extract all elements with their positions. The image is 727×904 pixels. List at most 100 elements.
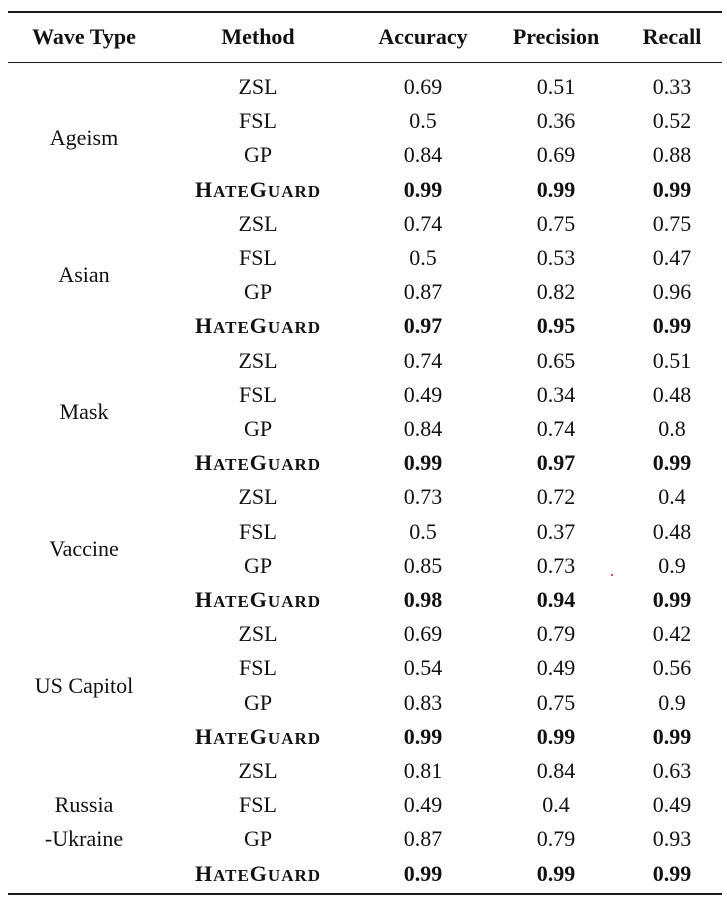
accuracy-cell: 0.97: [403, 313, 443, 339]
recall-cell: 0.4: [658, 484, 686, 510]
method-cell: GP: [243, 552, 273, 578]
accuracy-cell: 0.49: [403, 381, 443, 407]
precision-cell: 0.82: [536, 279, 576, 305]
col-accuracy-header: Accuracy: [378, 24, 468, 49]
accuracy-cell: 0.85: [403, 552, 443, 578]
precision-cell: 0.95: [536, 313, 576, 339]
accuracy-cell: 0.74: [403, 347, 443, 373]
method-cell: ZSL: [238, 74, 278, 99]
precision-cell: 0.94: [536, 587, 576, 612]
method-small-caps: UARD: [267, 455, 322, 475]
method-cap-letter: H: [194, 450, 214, 476]
recall-cell: 0.99: [652, 587, 692, 612]
recall-cell: 0.99: [652, 176, 692, 202]
wave-type-label: Ageism: [49, 125, 119, 151]
method-small-caps: ATE: [213, 181, 250, 201]
method-small-caps: ATE: [213, 865, 250, 885]
method-cell: FSL: [239, 381, 277, 407]
method-cell: GP: [243, 689, 273, 715]
precision-cell: 0.99: [536, 860, 576, 886]
method-cell: ZSL: [238, 484, 278, 510]
precision-cell: 0.53: [536, 245, 576, 270]
accuracy-cell: 0.81: [403, 758, 443, 783]
method-small-caps: UARD: [267, 592, 322, 611]
accuracy-cell: 0.69: [403, 74, 443, 99]
recall-cell: 0.99: [652, 313, 692, 339]
precision-cell: 0.99: [536, 723, 576, 749]
bottom-rule: [8, 893, 722, 895]
method-small-caps: UARD: [267, 318, 322, 338]
accuracy-cell: 0.73: [403, 484, 443, 510]
wave-type-label-line: Russia: [54, 792, 114, 818]
recall-cell: 0.52: [652, 108, 692, 134]
recall-cell: 0.99: [652, 723, 692, 749]
method-cell: HATEGUARD: [194, 176, 321, 202]
method-small-caps: ATE: [213, 728, 250, 748]
recall-cell: 0.48: [652, 381, 692, 407]
precision-cell: 0.49: [536, 655, 576, 681]
method-cell: ZSL: [238, 210, 278, 236]
precision-cell: 0.75: [536, 689, 576, 715]
recall-cell: 0.33: [652, 74, 692, 99]
accuracy-cell: 0.83: [403, 689, 443, 715]
precision-cell: 0.65: [536, 347, 576, 373]
accuracy-cell: 0.87: [403, 279, 443, 305]
accuracy-cell: 0.99: [403, 176, 443, 202]
method-cap-letter: G: [249, 587, 268, 612]
accuracy-cell: 0.99: [403, 723, 443, 749]
method-cap-letter: G: [249, 450, 268, 476]
method-cell: FSL: [239, 108, 277, 134]
wave-type-label: Asian: [58, 262, 110, 288]
accuracy-cell: 0.54: [403, 655, 443, 681]
recall-cell: 0.88: [652, 142, 692, 168]
accuracy-cell: 0.5: [409, 108, 437, 134]
recall-cell: 0.9: [658, 552, 686, 578]
precision-cell: 0.79: [536, 621, 576, 647]
method-cell: ZSL: [238, 758, 278, 783]
method-cell: FSL: [239, 792, 277, 818]
col-wave-type-header: Wave Type: [32, 24, 136, 49]
wave-type-label: Mask: [59, 398, 109, 424]
precision-cell: 0.73: [536, 552, 576, 578]
method-cell: HATEGUARD: [194, 860, 322, 886]
method-cell: FSL: [239, 655, 277, 681]
col-precision-header: Precision: [512, 24, 600, 49]
precision-cell: 0.36: [536, 108, 576, 134]
method-cap-letter: H: [194, 176, 214, 202]
top-rule: [8, 11, 722, 13]
accuracy-cell: 0.99: [403, 860, 443, 886]
method-cap-letter: G: [249, 723, 268, 749]
precision-cell: 0.72: [536, 484, 576, 510]
header-rule: [8, 62, 722, 63]
recall-cell: 0.42: [652, 621, 692, 647]
precision-cell: 0.4: [542, 792, 570, 818]
precision-cell: 0.97: [536, 450, 576, 476]
wave-type-label: US Capitol: [34, 672, 134, 698]
recall-cell: 0.56: [652, 655, 692, 681]
method-cap-letter: G: [249, 176, 268, 202]
precision-cell: 0.37: [536, 518, 576, 544]
accuracy-cell: 0.98: [403, 587, 443, 612]
col-recall-header: Recall: [642, 24, 702, 49]
method-cap-letter: H: [194, 313, 214, 339]
accuracy-cell: 0.49: [403, 792, 443, 818]
accuracy-cell: 0.69: [403, 621, 443, 647]
recall-cell: 0.51: [652, 347, 692, 373]
precision-cell: 0.84: [536, 758, 576, 783]
method-small-caps: UARD: [267, 865, 322, 885]
col-method-header: Method: [221, 24, 295, 49]
method-cap-letter: H: [194, 860, 214, 886]
recall-cell: 0.75: [652, 210, 692, 236]
method-cell: GP: [243, 142, 273, 168]
method-cell: FSL: [239, 518, 277, 544]
recall-cell: 0.99: [652, 860, 692, 886]
accuracy-cell: 0.74: [403, 210, 443, 236]
method-small-caps: ATE: [213, 592, 250, 611]
recall-cell: 0.93: [652, 826, 692, 852]
method-cap-letter: G: [249, 860, 268, 886]
method-cell: HATEGUARD: [195, 315, 321, 337]
precision-cell: 0.79: [536, 826, 576, 852]
method-cap-letter: H: [194, 723, 214, 749]
precision-cell: 0.75: [536, 210, 576, 236]
recall-cell: 0.8: [658, 416, 686, 441]
